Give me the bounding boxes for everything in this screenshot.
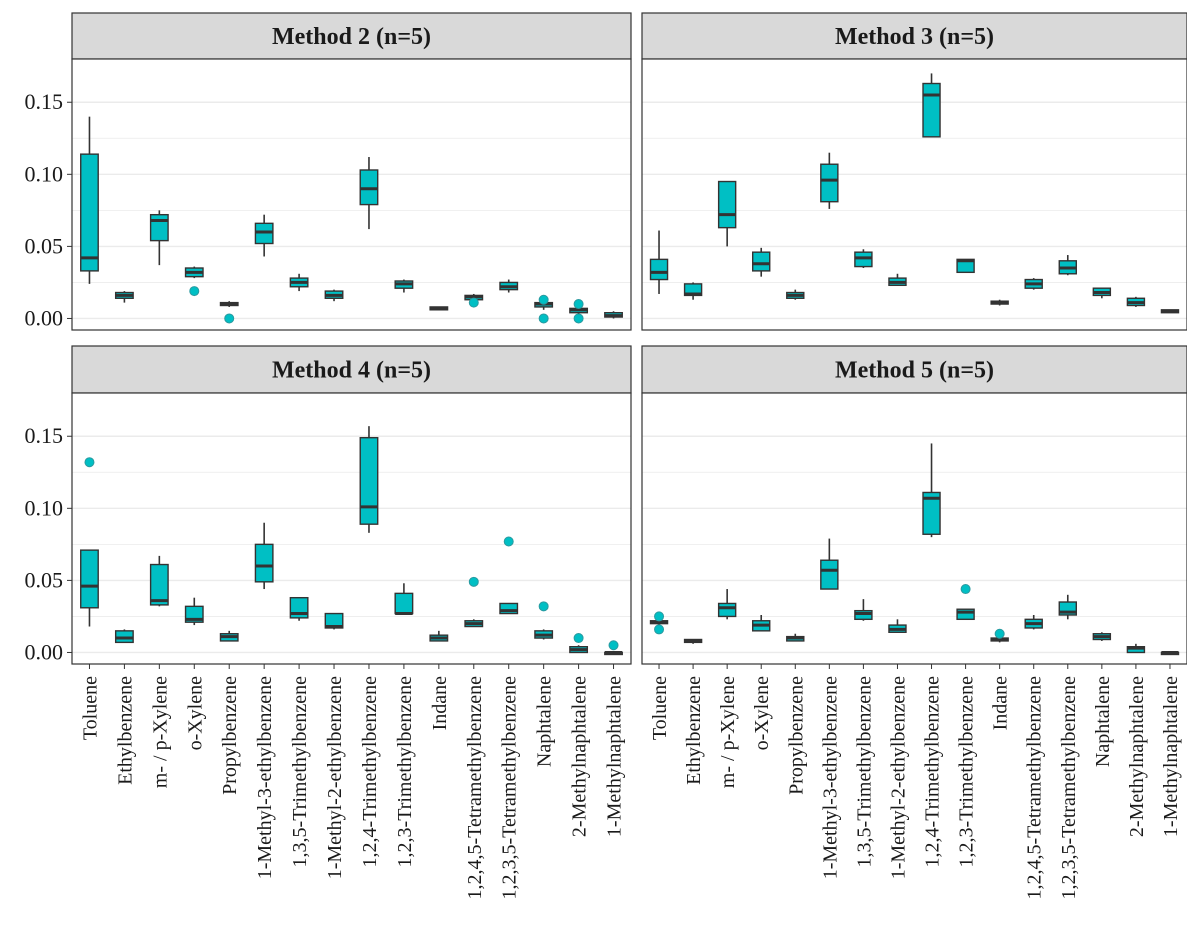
y-tick-label: 0.15 xyxy=(25,89,64,114)
x-tick-label: 1,2,3-Trimethylbenzene xyxy=(956,676,978,868)
x-tick-label: 1,2,4-Trimethylbenzene xyxy=(922,676,944,868)
outlier-point xyxy=(84,457,95,468)
x-tick-label: 1,2,4-Trimethylbenzene xyxy=(359,676,381,868)
box-6 xyxy=(820,163,839,203)
facet-panel-3: Method 4 (n=5) 0.00 0.05 0.10 0.15 Toluene Eth… xyxy=(25,345,632,900)
y-tick-label: 0.15 xyxy=(25,423,64,448)
x-tick-label: Ethylbenzene xyxy=(683,676,705,785)
box-6 xyxy=(820,559,839,590)
panel-background xyxy=(72,59,631,330)
x-tick-label: 1-Methyl-2-ethylbenzene xyxy=(887,676,909,879)
x-tick-label: Indane xyxy=(429,676,451,731)
box-3 xyxy=(717,180,737,229)
box-3 xyxy=(149,213,169,242)
x-tick-label: Toluene xyxy=(79,676,101,740)
x-tick-label: o-Xylene xyxy=(751,676,773,751)
y-tick-label: 0.05 xyxy=(25,233,64,258)
facet-panel-1: Method 2 (n=5) 0.00 0.05 0.10 0.15 xyxy=(25,12,632,331)
x-tick-label: m- / p-Xylene xyxy=(149,676,171,788)
box-1 xyxy=(80,153,99,272)
x-tick-label: Naphtalene xyxy=(1092,676,1114,767)
x-tick-label: 1-Methylnaphtalene xyxy=(1160,676,1182,837)
facet-title: Method 5 (n=5) xyxy=(835,358,994,384)
panel-border xyxy=(641,58,1187,331)
facet-title: Method 4 (n=5) xyxy=(272,358,431,384)
outlier-point xyxy=(538,294,549,305)
facet-panel-4: Method 5 (n=5) Toluene Ethylbenzene m- / p-… xyxy=(641,345,1187,900)
y-tick-label: 0.00 xyxy=(25,639,64,664)
outlier-point xyxy=(960,584,971,595)
facet-title: Method 3 (n=5) xyxy=(835,24,994,50)
box-1 xyxy=(80,549,99,609)
panel-border xyxy=(641,392,1187,665)
facet-title: Method 2 (n=5) xyxy=(272,24,431,50)
x-tick-label: Toluene xyxy=(649,676,671,740)
x-tick-label: 1,2,4,5-Tetramethylbenzene xyxy=(464,676,486,900)
outlier-point xyxy=(654,611,665,622)
facet-strip xyxy=(641,12,1187,60)
outlier-point xyxy=(573,633,584,644)
outlier-point xyxy=(468,297,479,308)
x-tick-label: 1,2,3-Trimethylbenzene xyxy=(394,676,416,868)
y-tick-label: 0.10 xyxy=(25,495,64,520)
outlier-point xyxy=(608,640,619,651)
x-tick-label: 1-Methyl-2-ethylbenzene xyxy=(324,676,346,879)
y-tick-label: 0.05 xyxy=(25,567,64,592)
box-10 xyxy=(394,592,414,615)
facet-strip xyxy=(71,12,632,60)
outlier-point xyxy=(189,286,200,297)
outlier-point xyxy=(503,536,514,547)
outlier-point xyxy=(468,576,479,587)
x-tick-label: Ethylbenzene xyxy=(114,676,136,785)
box-13 xyxy=(499,602,519,615)
x-tick-label: 1,2,3,5-Tetramethylbenzene xyxy=(499,676,521,900)
facet-panel-2: Method 3 (n=5) xyxy=(641,12,1187,331)
box-1 xyxy=(649,258,669,281)
panel-border xyxy=(71,392,632,665)
outlier-point xyxy=(654,624,665,635)
x-tick-label: 2-Methylnaphtalene xyxy=(569,676,591,837)
outlier-point xyxy=(573,313,584,324)
x-tick-label: 1-Methyl-3-ethylbenzene xyxy=(819,676,841,879)
box-10 xyxy=(956,608,975,621)
y-tick-label: 0.10 xyxy=(25,161,64,186)
outlier-point xyxy=(538,313,549,324)
panel-background xyxy=(642,393,1187,664)
panel-background xyxy=(72,393,631,664)
box-6 xyxy=(254,543,274,583)
x-tick-label: 2-Methylnaphtalene xyxy=(1126,676,1148,837)
box-9 xyxy=(922,491,941,535)
panel-border xyxy=(71,58,632,331)
x-tick-label: 1,2,3,5-Tetramethylbenzene xyxy=(1058,676,1080,900)
box-9 xyxy=(922,82,941,138)
box-3 xyxy=(717,602,737,618)
box-4 xyxy=(752,251,771,272)
outlier-point xyxy=(538,601,549,612)
outlier-point xyxy=(994,628,1005,639)
y-tick-label: 0.00 xyxy=(25,305,64,330)
outlier-point xyxy=(573,299,584,310)
x-tick-label: Propylbenzene xyxy=(785,676,807,795)
box-3 xyxy=(149,563,169,606)
x-tick-label: Propylbenzene xyxy=(219,676,241,795)
x-tick-label: Indane xyxy=(990,676,1012,731)
outlier-point xyxy=(224,313,235,324)
x-tick-label: 1,2,4,5-Tetramethylbenzene xyxy=(1024,676,1046,900)
x-tick-label: o-Xylene xyxy=(184,676,206,751)
box-9 xyxy=(359,436,379,525)
x-tick-label: 1,3,5-Trimethylbenzene xyxy=(853,676,875,868)
x-tick-label: 1,3,5-Trimethylbenzene xyxy=(289,676,311,868)
x-tick-label: 1-Methylnaphtalene xyxy=(604,676,626,837)
x-tick-label: 1-Methyl-3-ethylbenzene xyxy=(254,676,276,879)
x-tick-label: Naphtalene xyxy=(534,676,556,767)
x-tick-label: m- / p-Xylene xyxy=(717,676,739,788)
